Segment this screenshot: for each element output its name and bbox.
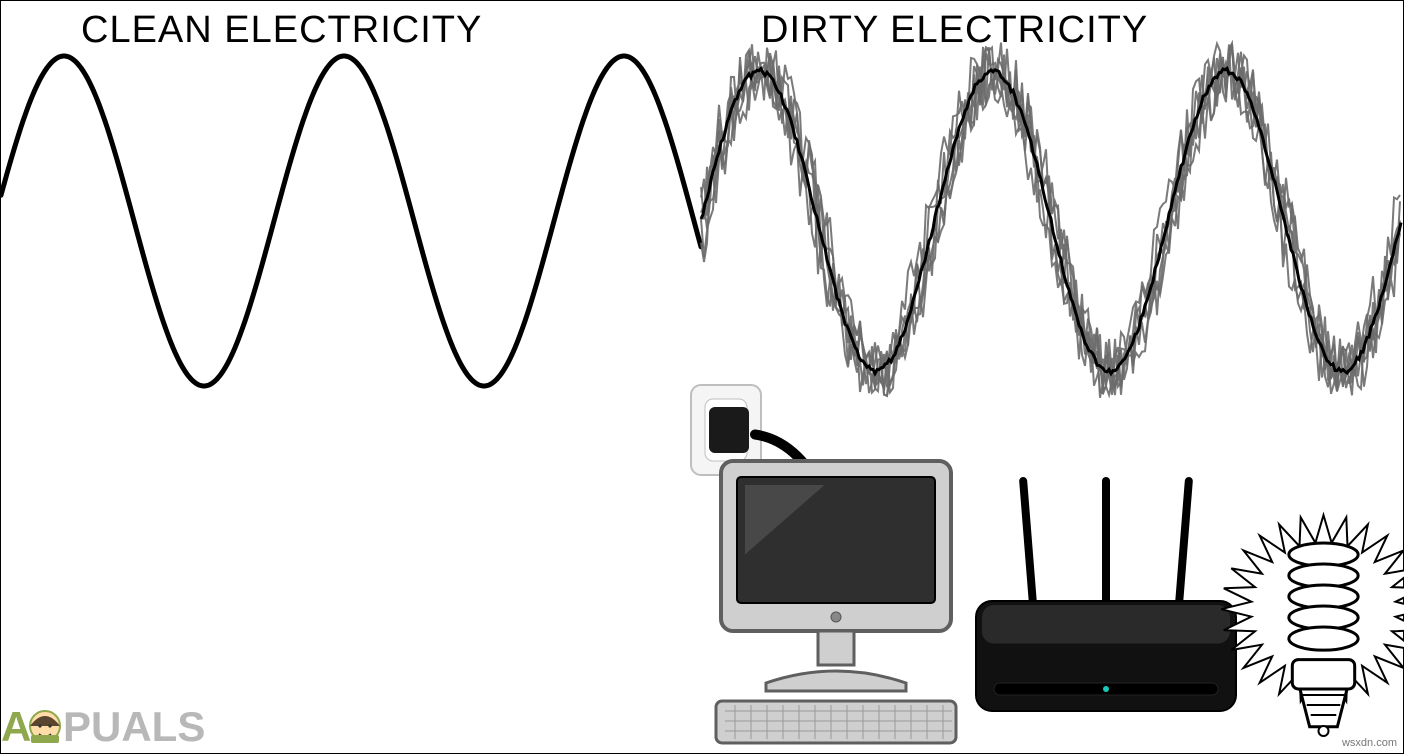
diagram-container: CLEAN ELECTRICITY DIRTY ELECTRICITY A	[0, 0, 1404, 754]
router-icon	[976, 481, 1236, 711]
watermark-letter-a: A	[1, 703, 31, 750]
computer-icon	[716, 461, 956, 743]
cfl-bulb-icon	[1221, 515, 1404, 736]
watermark-face-icon	[30, 711, 60, 743]
devices-illustration	[1, 1, 1404, 754]
credit-text: wsxdn.com	[1342, 737, 1397, 749]
watermark-logo: A PUALS	[1, 693, 211, 753]
watermark-text-rest: PUALS	[63, 703, 205, 750]
